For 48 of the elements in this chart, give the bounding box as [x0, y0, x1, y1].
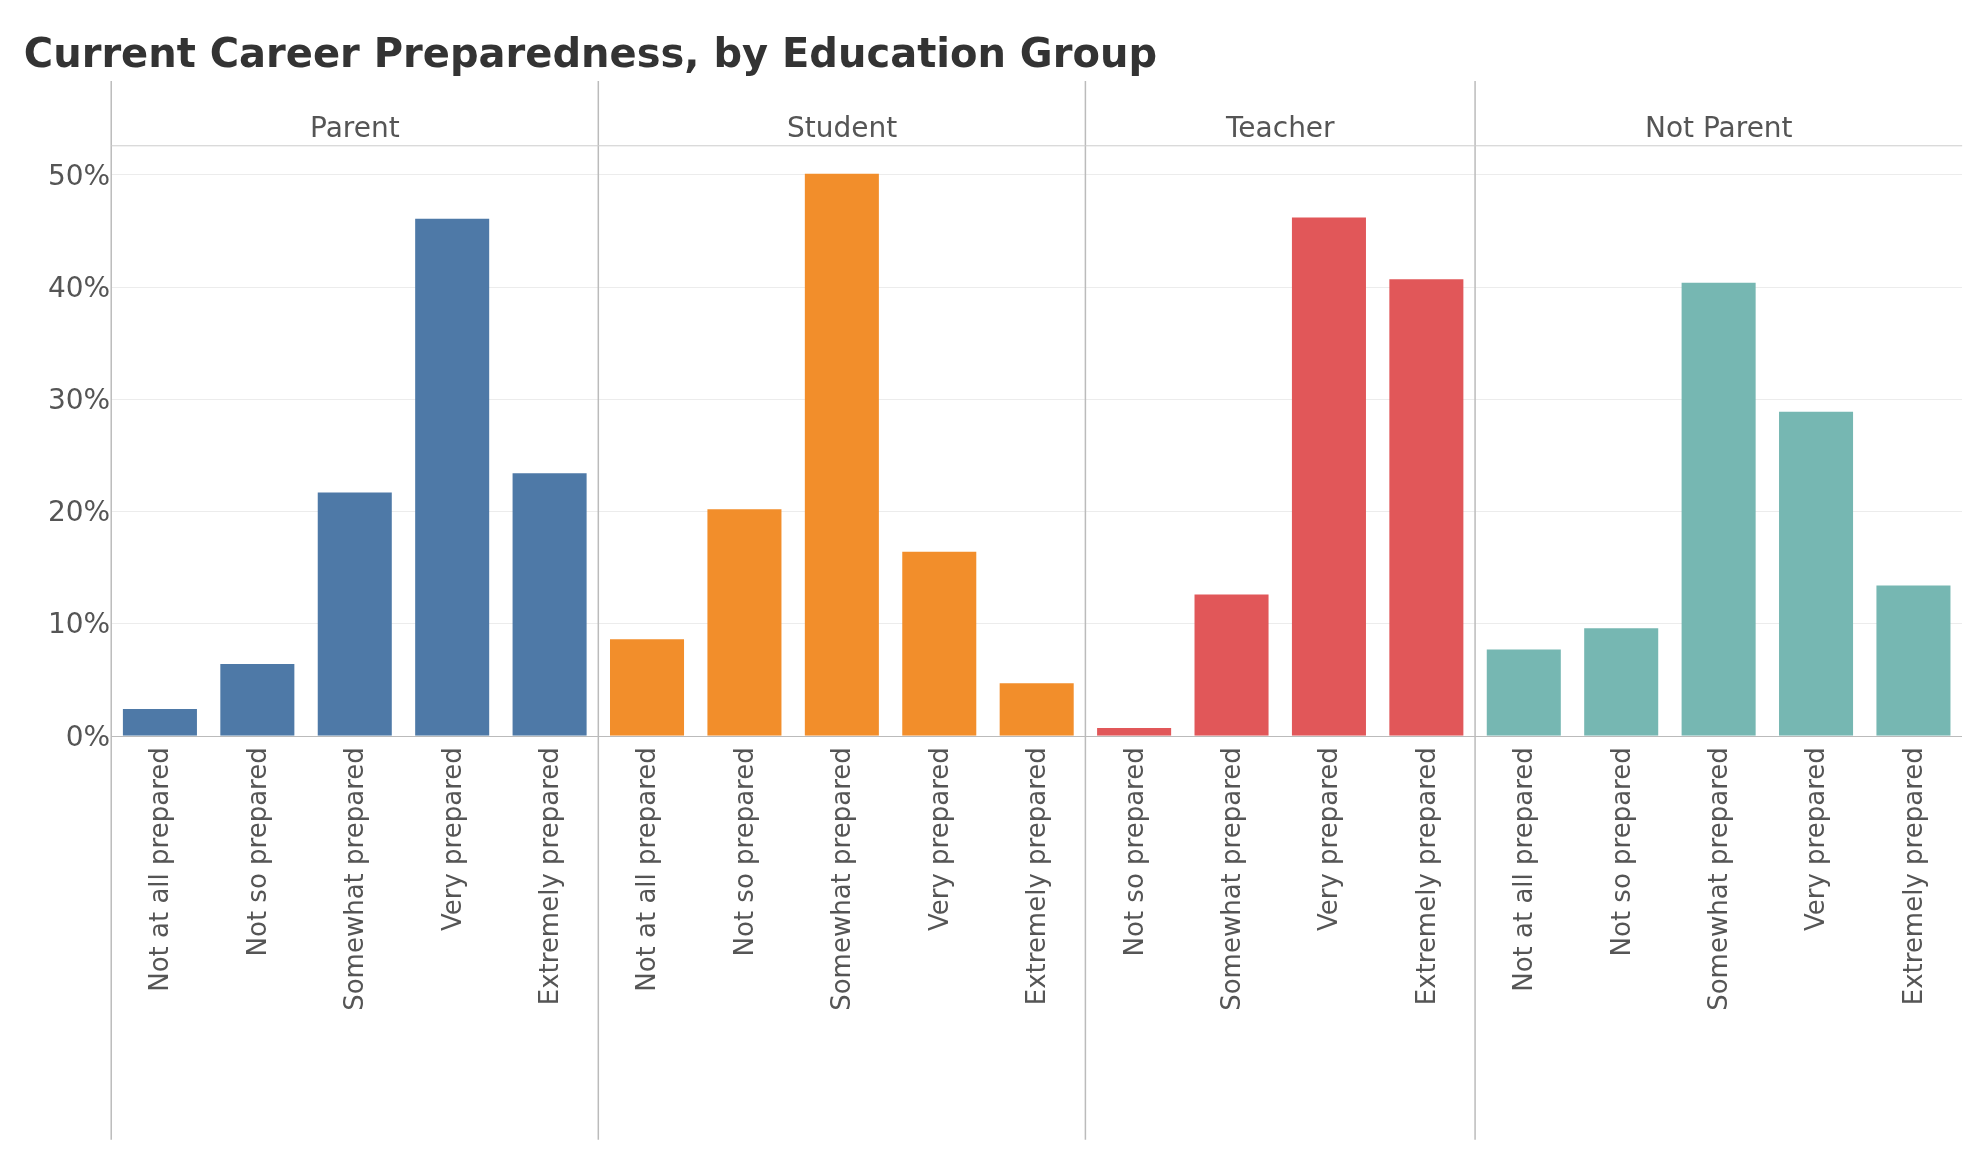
bar [1291, 217, 1366, 736]
chart-subtitle: Parent [310, 111, 400, 144]
x-tick-label: Very prepared [436, 747, 467, 932]
bar [1584, 628, 1659, 736]
x-tick-label: Extremely prepared [1897, 747, 1928, 1006]
bar [1681, 282, 1756, 736]
bar [1779, 411, 1854, 736]
bar [122, 708, 197, 736]
bar [1194, 594, 1269, 736]
chart-subtitle: Teacher [1225, 111, 1336, 144]
x-tick-label: Somewhat prepared [1703, 747, 1734, 1011]
chart-title: Current Career Preparedness, by Education Group [23, 29, 1158, 76]
x-tick-label: Very prepared [1800, 747, 1831, 932]
x-tick-label: Extremely prepared [1410, 747, 1441, 1006]
bar [415, 218, 490, 736]
x-tick-label: Somewhat prepared [1215, 747, 1246, 1011]
x-tick-label: Somewhat prepared [339, 747, 370, 1011]
bar [512, 473, 587, 736]
x-tick-label: Not at all prepared [144, 747, 175, 992]
bar [1389, 279, 1464, 736]
bar [220, 664, 295, 736]
x-tick-label: Not so prepared [728, 747, 759, 957]
bar [902, 551, 977, 736]
y-tick-label: 10% [47, 607, 111, 641]
x-tick-label: Not at all prepared [631, 747, 662, 992]
x-tick-label: Very prepared [1313, 747, 1344, 932]
bar [610, 639, 685, 736]
chart-subtitle: Not Parent [1645, 111, 1793, 144]
x-tick-label: Extremely prepared [534, 747, 565, 1006]
bar [1876, 585, 1951, 736]
x-tick-label: Not so prepared [1118, 747, 1149, 957]
y-tick-label: 0% [65, 719, 111, 753]
x-tick-label: Not so prepared [1605, 747, 1636, 957]
x-tick-label: Very prepared [923, 747, 954, 932]
bar [999, 683, 1074, 736]
y-tick-label: 20% [47, 495, 111, 529]
bar [707, 509, 782, 736]
bar [317, 492, 392, 736]
x-tick-label: Not so prepared [241, 747, 272, 957]
bar [804, 173, 879, 736]
x-tick-label: Not at all prepared [1508, 747, 1539, 992]
y-tick-label: 50% [47, 158, 111, 192]
x-tick-label: Somewhat prepared [826, 747, 857, 1011]
bar [1486, 649, 1561, 736]
y-tick-label: 40% [47, 270, 111, 304]
x-tick-label: Extremely prepared [1021, 747, 1052, 1006]
chart-subtitle: Student [787, 111, 898, 144]
y-tick-label: 30% [47, 383, 111, 417]
